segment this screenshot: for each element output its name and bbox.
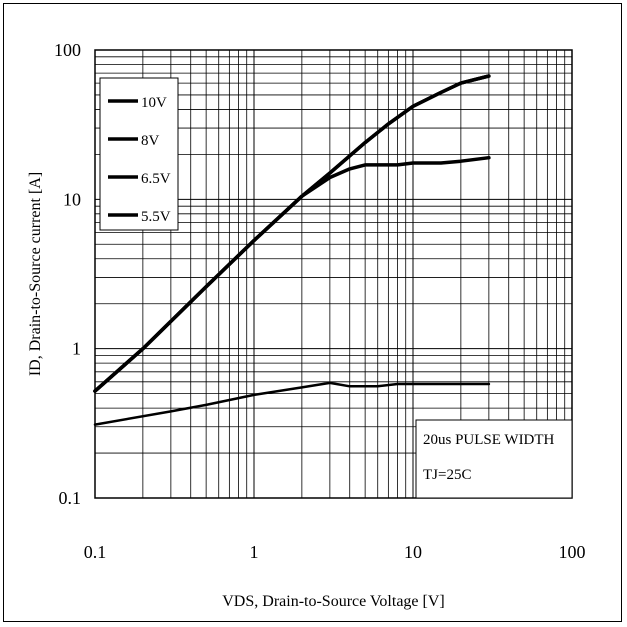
grid xyxy=(94,50,572,499)
annotation-junction-temp: TJ=25C xyxy=(423,467,471,483)
y-tick-label: 1 xyxy=(72,339,81,359)
series-line-6-5V xyxy=(93,155,491,393)
legend-label: 8V xyxy=(141,133,160,149)
x-tick-label: 0.1 xyxy=(84,542,107,562)
y-tick-label: 100 xyxy=(54,40,81,60)
y-tick-labels: 0.1 1 10 100 xyxy=(54,40,81,508)
chart-frame xyxy=(3,3,622,622)
annotation-box: 20us PULSE WIDTH TJ=25C xyxy=(415,419,573,499)
legend-label: 10V xyxy=(141,95,167,111)
x-axis-label: VDS, Drain-to-Source Voltage [V] xyxy=(222,593,444,610)
x-tick-label: 100 xyxy=(559,542,586,562)
legend: 10V 8V 6.5V 5.5V xyxy=(99,77,179,231)
annotation-pulse-width: 20us PULSE WIDTH xyxy=(423,432,555,448)
annotation-frame xyxy=(415,419,573,499)
y-axis-label: ID, Drain-to-Source current [A] xyxy=(27,172,44,376)
x-tick-labels: 0.1 1 10 100 xyxy=(84,542,586,562)
series-lines xyxy=(93,74,491,426)
series-line-5-5V xyxy=(93,381,491,426)
y-tick-label: 10 xyxy=(63,189,81,209)
plot-area-border xyxy=(94,49,573,499)
y-tick-label: 0.1 xyxy=(59,488,82,508)
x-tick-label: 1 xyxy=(250,542,259,562)
legend-label: 5.5V xyxy=(141,209,171,225)
x-tick-label: 10 xyxy=(404,542,422,562)
legend-label: 6.5V xyxy=(141,171,171,187)
legend-box xyxy=(99,77,179,231)
